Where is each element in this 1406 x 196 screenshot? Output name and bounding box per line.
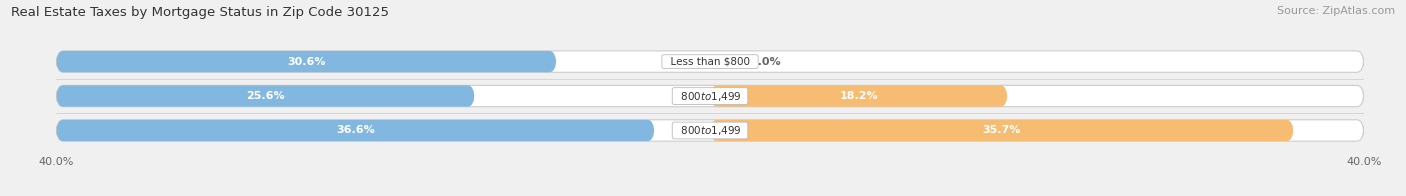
FancyBboxPatch shape (56, 51, 557, 72)
FancyBboxPatch shape (56, 85, 475, 107)
Text: Source: ZipAtlas.com: Source: ZipAtlas.com (1277, 6, 1395, 16)
Text: 18.2%: 18.2% (839, 91, 879, 101)
FancyBboxPatch shape (56, 85, 1364, 107)
FancyBboxPatch shape (710, 120, 1294, 141)
Text: 36.6%: 36.6% (336, 125, 375, 135)
Text: $800 to $1,499: $800 to $1,499 (673, 90, 747, 103)
FancyBboxPatch shape (56, 120, 654, 141)
Text: 0.0%: 0.0% (751, 57, 782, 67)
FancyBboxPatch shape (710, 85, 1008, 107)
Text: Less than $800: Less than $800 (664, 57, 756, 67)
Text: 25.6%: 25.6% (246, 91, 285, 101)
Text: Real Estate Taxes by Mortgage Status in Zip Code 30125: Real Estate Taxes by Mortgage Status in … (11, 6, 389, 19)
FancyBboxPatch shape (56, 120, 1364, 141)
FancyBboxPatch shape (56, 51, 1364, 72)
Text: 30.6%: 30.6% (287, 57, 326, 67)
Text: 35.7%: 35.7% (983, 125, 1021, 135)
Text: $800 to $1,499: $800 to $1,499 (673, 124, 747, 137)
